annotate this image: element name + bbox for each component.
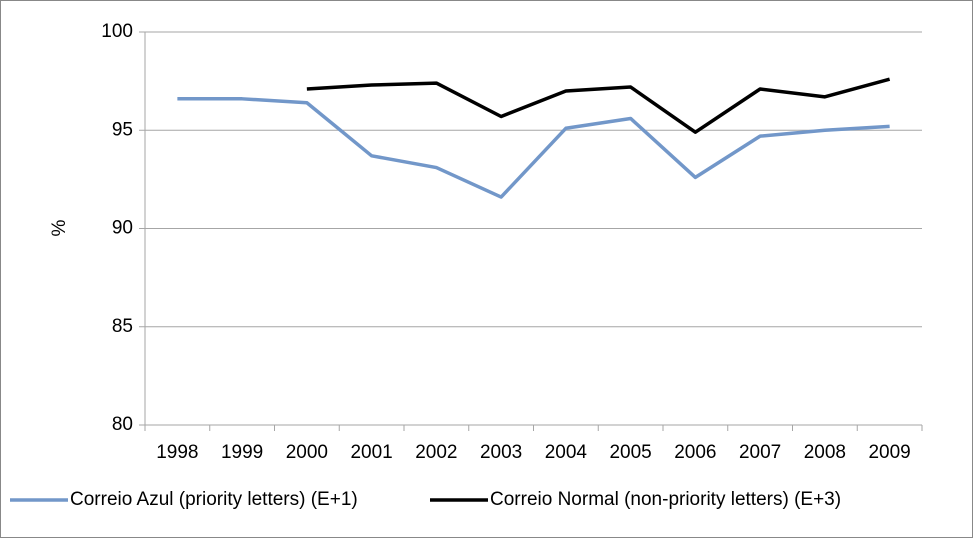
y-tick-label: 95: [112, 119, 133, 140]
y-tick-label: 90: [112, 218, 133, 239]
x-tick-label: 1998: [156, 442, 198, 463]
y-tick-label: 85: [112, 316, 133, 337]
x-tick-label: 2003: [480, 442, 522, 463]
legend-label: Correio Azul (priority letters) (E+1): [70, 489, 358, 510]
x-tick-label: 2006: [674, 442, 716, 463]
x-tick-label: 1999: [221, 442, 263, 463]
series-line: [306, 77, 891, 134]
series-line: [177, 97, 890, 199]
y-tick-label: 100: [101, 21, 133, 42]
y-tick-label: 80: [112, 414, 133, 435]
x-tick-label: 2001: [350, 442, 392, 463]
x-tick-label: 2004: [545, 442, 588, 463]
legend-label: Correio Normal (non-priority letters) (E…: [490, 489, 841, 510]
x-tick-label: 2005: [609, 442, 651, 463]
x-tick-label: 2009: [868, 442, 910, 463]
x-tick-label: 2008: [804, 442, 846, 463]
x-tick-label: 2002: [415, 442, 457, 463]
x-tick-label: 2000: [286, 442, 328, 463]
x-tick-label: 2007: [739, 442, 781, 463]
y-axis-label: %: [49, 219, 70, 236]
